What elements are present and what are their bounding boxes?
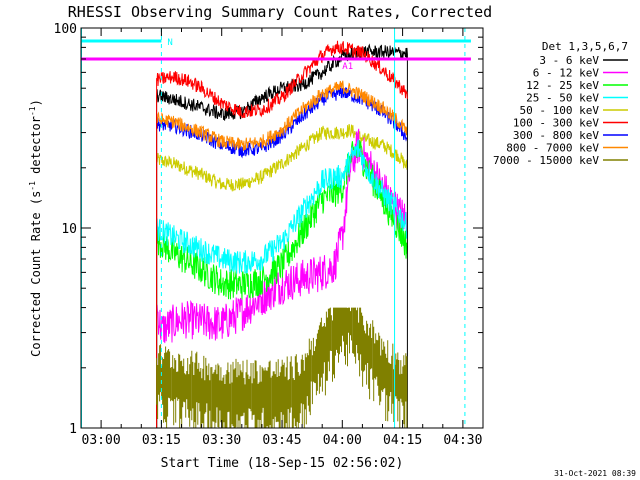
x-tick-label-5: 04:15	[383, 433, 422, 448]
legend-label-5: 100 - 300 keV	[513, 117, 599, 130]
x-tick-label-2: 03:30	[202, 433, 241, 448]
series-line-50-100-kev	[156, 123, 408, 428]
y-axis-label-sup2: -1	[28, 106, 37, 116]
y-axis-label-sup1: -1	[28, 181, 37, 191]
series-line-7000-15000-kev	[156, 307, 408, 428]
y-axis-label-prefix: Corrected Count Rate (s	[29, 191, 43, 357]
x-axis-label: Start Time (18-Sep-15 02:56:02)	[161, 456, 404, 471]
night-marker-label: N	[167, 38, 172, 48]
series-line-6-12-kev	[156, 128, 408, 428]
attenuator-label: A1	[342, 62, 353, 72]
series-line-800-7000-kev	[156, 80, 408, 428]
legend-title: Det 1,3,5,6,7	[542, 40, 628, 53]
x-tick-label-6: 04:30	[443, 433, 482, 448]
series-line-25-50-kev	[156, 139, 408, 428]
y-tick-label-2: 100	[54, 22, 77, 37]
x-tick-label-4: 04:00	[323, 433, 362, 448]
legend-label-1: 6 - 12 keV	[533, 67, 600, 80]
x-axis: 03:00 03:15 03:30 03:45 04:00 04:15 04:30	[82, 28, 482, 448]
x-tick-label-0: 03:00	[82, 433, 121, 448]
legend-label-8: 7000 - 15000 keV	[493, 154, 599, 167]
chart-title: RHESSI Observing Summary Count Rates, Co…	[68, 3, 492, 21]
legend-label-4: 50 - 100 keV	[520, 104, 600, 117]
y-axis-label-suffix: )	[29, 99, 43, 106]
y-tick-label-1: 10	[61, 222, 77, 237]
legend-label-7: 800 - 7000 keV	[506, 142, 599, 155]
legend-label-3: 25 - 50 keV	[526, 92, 599, 105]
timestamp: 31-Oct-2021 08:39	[554, 469, 636, 478]
legend-label-2: 12 - 25 keV	[526, 79, 599, 92]
y-tick-label-0: 1	[69, 422, 77, 437]
y-axis: 1 10 100	[54, 22, 483, 437]
series-line-100-300-kev	[156, 40, 408, 428]
series-line-12-25-kev	[156, 140, 408, 428]
legend-label-0: 3 - 6 keV	[539, 54, 599, 67]
x-tick-label-3: 03:45	[262, 433, 301, 448]
x-tick-label-1: 03:15	[142, 433, 181, 448]
y-axis-label-mid: detector	[29, 116, 43, 181]
series-layer	[156, 40, 408, 428]
y-axis-label: Corrected Count Rate (s-1 detector-1)	[28, 99, 43, 357]
legend-label-6: 300 - 800 keV	[513, 129, 599, 142]
